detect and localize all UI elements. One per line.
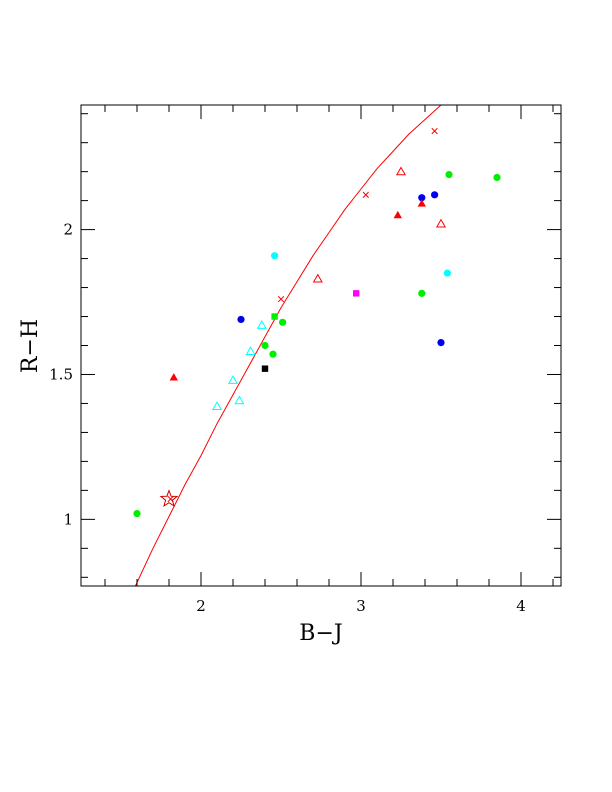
- axes-frame-layer: [80, 104, 562, 587]
- data-point-0-1: [261, 341, 269, 350]
- curve-cross-marker-3: [431, 127, 438, 135]
- y-axis-title: R−H: [18, 319, 43, 373]
- data-point-3-0: [261, 365, 269, 372]
- model-curve-layer: [134, 105, 442, 586]
- data-point-0-3: [279, 318, 287, 326]
- data-point-7-1: [395, 166, 407, 176]
- data-point-8-1: [227, 375, 239, 384]
- data-point-0-2: [269, 350, 277, 358]
- data-point-0-6: [493, 173, 501, 182]
- y-tick-label-2: 2: [63, 221, 73, 239]
- data-point-4-0: [353, 290, 360, 297]
- data-point-1-3: [437, 339, 445, 347]
- x-tick-label-1: 3: [356, 597, 366, 615]
- data-point-8-0: [211, 401, 223, 410]
- curve-cross-marker-1: [277, 295, 285, 303]
- data-point-8-4: [256, 320, 267, 329]
- x-tick-label-2: 4: [516, 597, 526, 615]
- ticks-layer: [81, 105, 561, 586]
- data-point-7-2: [435, 218, 447, 228]
- plot-frame: [80, 104, 562, 587]
- data-point-1-1: [418, 194, 426, 202]
- data-point-8-2: [234, 395, 245, 405]
- data-point-2-1: [443, 269, 451, 277]
- data-point-6-0: [169, 373, 178, 381]
- x-axis-title: B−J: [299, 621, 342, 646]
- star-marker: [159, 489, 179, 508]
- data-point-5-0: [271, 313, 278, 320]
- data-point-0-5: [445, 170, 453, 179]
- tick-labels-layer: 2 3 4 1 1.5 2: [49, 221, 526, 615]
- data-points-layer: [133, 166, 501, 518]
- y-tick-label-1: 1.5: [49, 365, 73, 383]
- data-point-6-2: [417, 199, 426, 207]
- data-point-1-2: [431, 191, 439, 199]
- y-tick-label-0: 1: [63, 510, 73, 528]
- data-point-2-0: [271, 252, 279, 260]
- data-point-1-0: [237, 315, 245, 324]
- model-curve-line: [134, 105, 442, 586]
- data-point-0-0: [133, 509, 141, 518]
- data-point-8-3: [245, 346, 256, 355]
- curve-cross-marker-2: [362, 191, 369, 198]
- data-point-0-4: [418, 289, 426, 297]
- data-point-6-1: [393, 210, 402, 219]
- data-point-7-0: [312, 273, 323, 283]
- x-tick-label-0: 2: [196, 597, 206, 615]
